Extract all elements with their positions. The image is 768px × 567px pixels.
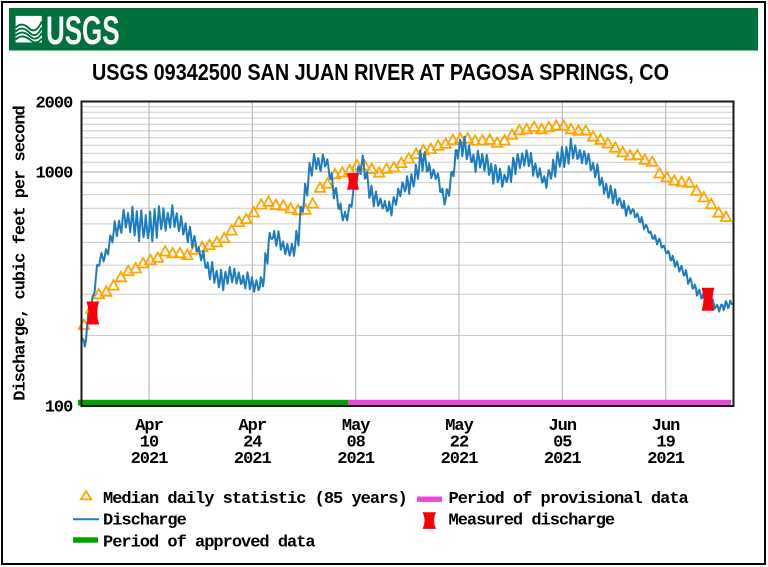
svg-text:Jun: Jun (548, 417, 576, 436)
svg-text:10: 10 (140, 433, 159, 452)
svg-text:USGS: USGS (46, 9, 120, 53)
svg-text:05: 05 (553, 433, 572, 452)
svg-text:2021: 2021 (337, 450, 375, 469)
svg-text:2021: 2021 (234, 450, 272, 469)
svg-text:19: 19 (656, 433, 675, 452)
svg-text:Apr: Apr (238, 417, 266, 436)
svg-text:Median daily statistic (85 yea: Median daily statistic (85 years) (103, 490, 407, 509)
svg-text:100: 100 (45, 399, 73, 418)
svg-text:Period of approved data: Period of approved data (103, 534, 315, 553)
svg-text:2021: 2021 (544, 450, 582, 469)
svg-text:Measured discharge: Measured discharge (449, 512, 615, 531)
svg-text:Apr: Apr (135, 417, 163, 436)
svg-text:Jun: Jun (652, 417, 680, 436)
svg-text:Discharge, cubic feet per seco: Discharge, cubic feet per second (12, 105, 31, 400)
svg-text:Period of provisional data: Period of provisional data (449, 490, 689, 509)
svg-text:Discharge: Discharge (103, 512, 187, 531)
svg-text:USGS 09342500 SAN JUAN RIVER A: USGS 09342500 SAN JUAN RIVER AT PAGOSA S… (92, 59, 669, 85)
svg-text:1000: 1000 (35, 165, 73, 184)
svg-text:May: May (342, 417, 370, 436)
svg-text:May: May (445, 417, 473, 436)
svg-text:22: 22 (450, 433, 469, 452)
svg-text:2000: 2000 (35, 95, 73, 114)
svg-text:08: 08 (346, 433, 365, 452)
svg-text:2021: 2021 (647, 450, 685, 469)
svg-text:2021: 2021 (441, 450, 479, 469)
svg-text:24: 24 (243, 433, 262, 452)
svg-text:2021: 2021 (131, 450, 169, 469)
